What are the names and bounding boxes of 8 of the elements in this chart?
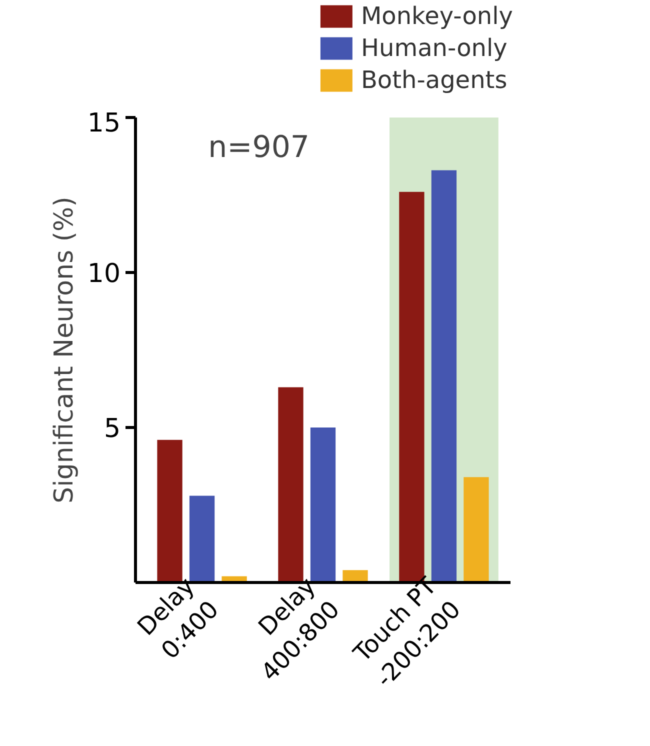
y-tick-label: 5	[104, 414, 121, 444]
y-tick-label: 10	[87, 259, 121, 289]
legend-label: Monkey-only	[360, 2, 513, 30]
y-tick-label: 15	[87, 108, 121, 138]
y-axis-title: Significant Neurons (%)	[49, 196, 80, 504]
annotation: n=907	[208, 130, 310, 165]
legend-label: Human-only	[360, 34, 508, 62]
legend-label: Both-agents	[360, 66, 508, 94]
